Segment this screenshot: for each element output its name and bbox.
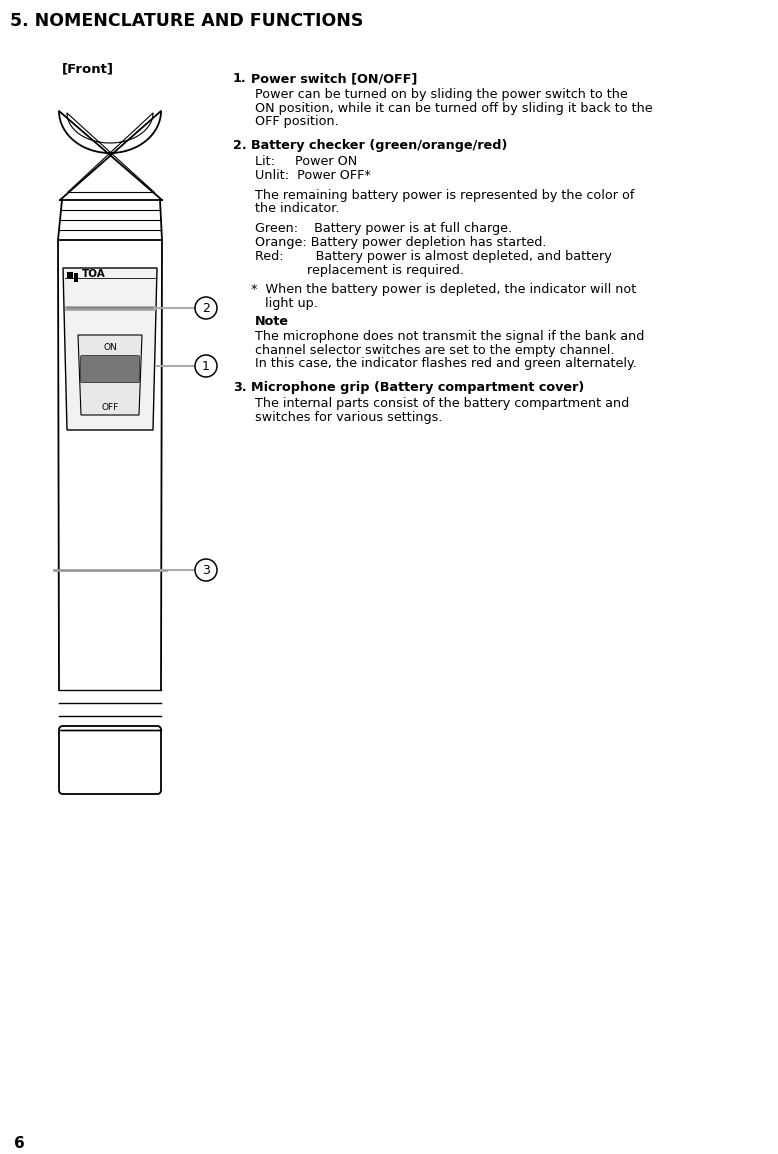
Text: 6: 6 bbox=[14, 1136, 25, 1151]
Text: switches for various settings.: switches for various settings. bbox=[255, 411, 443, 424]
Text: The remaining battery power is represented by the color of: The remaining battery power is represent… bbox=[255, 188, 634, 202]
FancyBboxPatch shape bbox=[59, 726, 161, 794]
Text: Lit:     Power ON: Lit: Power ON bbox=[255, 155, 357, 168]
Text: 3: 3 bbox=[202, 563, 210, 577]
Text: OFF: OFF bbox=[101, 403, 118, 412]
Text: In this case, the indicator flashes red and green alternately.: In this case, the indicator flashes red … bbox=[255, 358, 636, 370]
Text: 3.: 3. bbox=[233, 381, 247, 395]
Circle shape bbox=[195, 559, 217, 580]
Circle shape bbox=[195, 297, 217, 319]
Text: TOA: TOA bbox=[82, 269, 106, 279]
Text: 2.: 2. bbox=[233, 140, 247, 152]
Polygon shape bbox=[63, 268, 157, 430]
Text: The microphone does not transmit the signal if the bank and: The microphone does not transmit the sig… bbox=[255, 330, 644, 343]
FancyBboxPatch shape bbox=[80, 355, 139, 382]
Text: Unlit:  Power OFF*: Unlit: Power OFF* bbox=[255, 168, 371, 182]
Text: 5. NOMENCLATURE AND FUNCTIONS: 5. NOMENCLATURE AND FUNCTIONS bbox=[10, 12, 363, 30]
Text: Green:    Battery power is at full charge.: Green: Battery power is at full charge. bbox=[255, 223, 512, 235]
Text: OFF position.: OFF position. bbox=[255, 115, 338, 128]
Text: The internal parts consist of the battery compartment and: The internal parts consist of the batter… bbox=[255, 397, 629, 410]
Text: *  When the battery power is depleted, the indicator will not: * When the battery power is depleted, th… bbox=[251, 284, 636, 297]
Text: ON position, while it can be turned off by sliding it back to the: ON position, while it can be turned off … bbox=[255, 102, 653, 114]
Bar bbox=[67, 272, 73, 278]
Text: Orange: Battery power depletion has started.: Orange: Battery power depletion has star… bbox=[255, 237, 546, 249]
Text: Power switch [ON/OFF]: Power switch [ON/OFF] bbox=[251, 72, 417, 85]
Polygon shape bbox=[78, 335, 142, 415]
Text: Power can be turned on by sliding the power switch to the: Power can be turned on by sliding the po… bbox=[255, 88, 628, 100]
Text: 2: 2 bbox=[202, 301, 210, 315]
Text: 1.: 1. bbox=[233, 72, 247, 85]
Text: light up.: light up. bbox=[265, 298, 318, 310]
Text: Battery checker (green/orange/red): Battery checker (green/orange/red) bbox=[251, 140, 507, 152]
Text: Microphone grip (Battery compartment cover): Microphone grip (Battery compartment cov… bbox=[251, 381, 584, 395]
Text: replacement is required.: replacement is required. bbox=[307, 263, 464, 277]
Circle shape bbox=[195, 355, 217, 377]
Text: Note: Note bbox=[255, 315, 289, 328]
Text: ON: ON bbox=[103, 343, 117, 352]
Text: channel selector switches are set to the empty channel.: channel selector switches are set to the… bbox=[255, 344, 615, 357]
Text: the indicator.: the indicator. bbox=[255, 202, 339, 216]
Text: Red:        Battery power is almost depleted, and battery: Red: Battery power is almost depleted, a… bbox=[255, 249, 612, 263]
Bar bbox=[74, 273, 78, 282]
Text: [Front]: [Front] bbox=[62, 62, 114, 75]
Text: 1: 1 bbox=[202, 360, 210, 373]
